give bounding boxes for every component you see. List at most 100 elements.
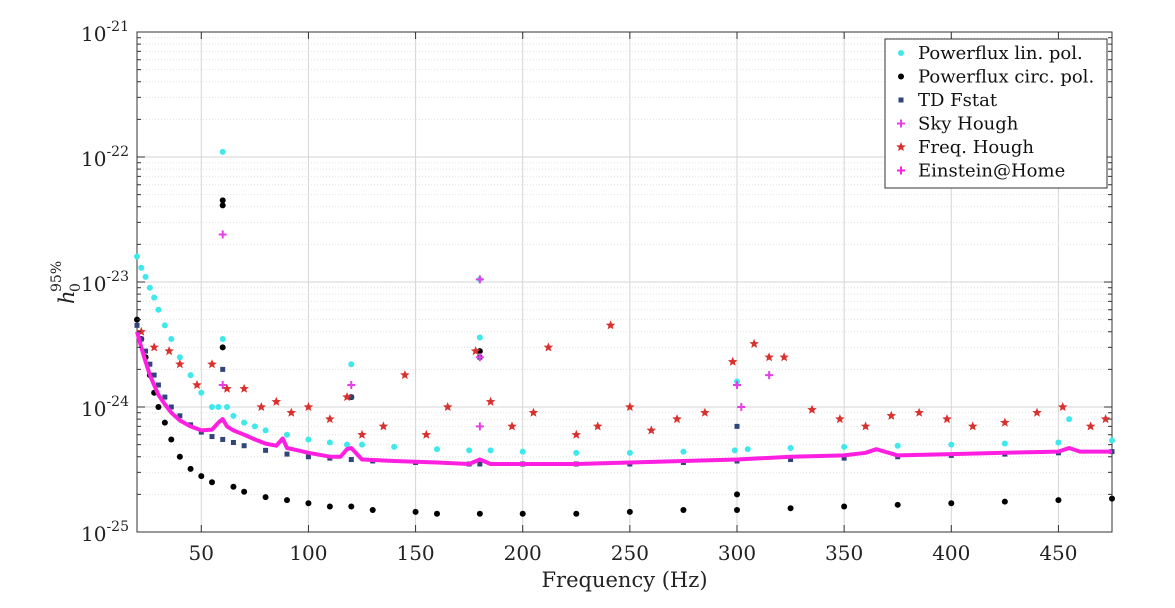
data-point: [220, 366, 226, 372]
data-point: [134, 253, 140, 260]
x-axis-tick-labels: 50 100 150 200 250 300 350 400 450: [189, 541, 1078, 565]
data-point: [262, 494, 269, 501]
data-point: [147, 361, 153, 367]
data-point: [369, 506, 376, 513]
y-tick-label: 10-25: [81, 519, 129, 546]
y-axis-label-base: h: [55, 290, 79, 304]
x-tick-label: 150: [396, 541, 434, 565]
data-point: [507, 421, 517, 431]
x-tick-label: 50: [189, 541, 214, 565]
y-axis-label-sub: 0: [68, 283, 84, 292]
data-point: [680, 506, 687, 513]
x-tick-label: 200: [504, 541, 542, 565]
data-point: [1085, 421, 1096, 431]
data-point: [138, 336, 144, 342]
data-point: [968, 421, 978, 431]
legend-entry: Powerflux lin. pol.: [898, 43, 1083, 64]
data-point: [734, 506, 740, 513]
data-point: [378, 421, 389, 431]
data-point: [134, 322, 140, 328]
data-point: [305, 436, 312, 443]
data-point: [779, 352, 789, 362]
data-point: [177, 413, 183, 419]
data-point: [886, 410, 896, 420]
data-point: [305, 500, 312, 507]
data-point: [1001, 498, 1008, 505]
data-point: [470, 346, 481, 356]
data-point: [187, 465, 194, 472]
data-point: [198, 389, 205, 396]
series-line: [135, 331, 1112, 466]
data-point: [219, 202, 226, 209]
data-point: [219, 148, 226, 155]
data-point: [176, 453, 183, 460]
data-point: [155, 382, 161, 388]
data-point: [219, 344, 226, 351]
data-point: [219, 335, 226, 342]
data-point: [700, 407, 710, 417]
data-point: [348, 457, 354, 463]
legend-label: Sky Hough: [918, 114, 1019, 135]
data-point: [284, 497, 290, 504]
data-point: [764, 352, 774, 362]
data-point: [487, 447, 494, 454]
data-point: [263, 447, 269, 453]
data-point: [151, 372, 157, 378]
data-point: [1055, 439, 1062, 446]
data-point: [1001, 440, 1008, 447]
data-point: [207, 359, 217, 369]
data-point: [357, 429, 367, 439]
data-point: [348, 503, 355, 510]
data-point: [284, 451, 290, 457]
data-point: [142, 273, 149, 280]
data-point: [168, 335, 175, 342]
data-point: [434, 510, 440, 517]
data-point: [209, 434, 215, 440]
data-point: [914, 407, 924, 417]
data-point: [209, 404, 215, 410]
x-tick-label: 450: [1039, 541, 1077, 565]
legend-entry: Sky Hough: [897, 114, 1019, 135]
data-point: [443, 402, 453, 411]
data-point: [224, 404, 230, 410]
data-point: [948, 500, 955, 507]
data-point: [219, 197, 226, 204]
data-point: [841, 503, 848, 510]
x-axis-label: Frequency (Hz): [541, 568, 707, 592]
x-tick-label: 100: [289, 541, 327, 565]
legend-label: Powerflux circ. pol.: [918, 67, 1094, 88]
data-point: [1109, 437, 1115, 444]
data-point: [412, 508, 419, 515]
data-point: [765, 371, 774, 380]
data-point: [241, 488, 248, 495]
legend-label: Einstein@Home: [918, 161, 1065, 182]
data-point: [209, 479, 215, 486]
data-point: [348, 361, 355, 368]
data-point: [519, 510, 526, 517]
data-point: [731, 447, 738, 454]
data-point: [326, 439, 333, 446]
data-point: [841, 455, 847, 461]
data-point: [230, 439, 236, 445]
y-axis-label: h 0 95%: [49, 261, 84, 304]
data-point: [646, 425, 656, 435]
data-point: [192, 380, 202, 389]
data-point: [187, 372, 194, 379]
series-5: [135, 331, 1112, 466]
series-1: [134, 197, 1115, 517]
data-point: [593, 421, 603, 431]
data-point: [841, 443, 848, 450]
legend-entries: Powerflux lin. pol. Powerflux circ. pol.T…: [896, 43, 1094, 182]
data-point: [326, 503, 333, 510]
data-point: [543, 342, 554, 352]
data-point: [347, 380, 356, 389]
data-point: [835, 414, 845, 424]
data-point: [626, 449, 633, 456]
data-point: [434, 446, 440, 453]
data-point: [477, 461, 483, 467]
data-point: [230, 483, 237, 490]
y-tick-label: 10-22: [81, 144, 129, 171]
data-point: [251, 423, 258, 430]
data-point: [162, 394, 168, 400]
series-4: [136, 320, 1111, 439]
